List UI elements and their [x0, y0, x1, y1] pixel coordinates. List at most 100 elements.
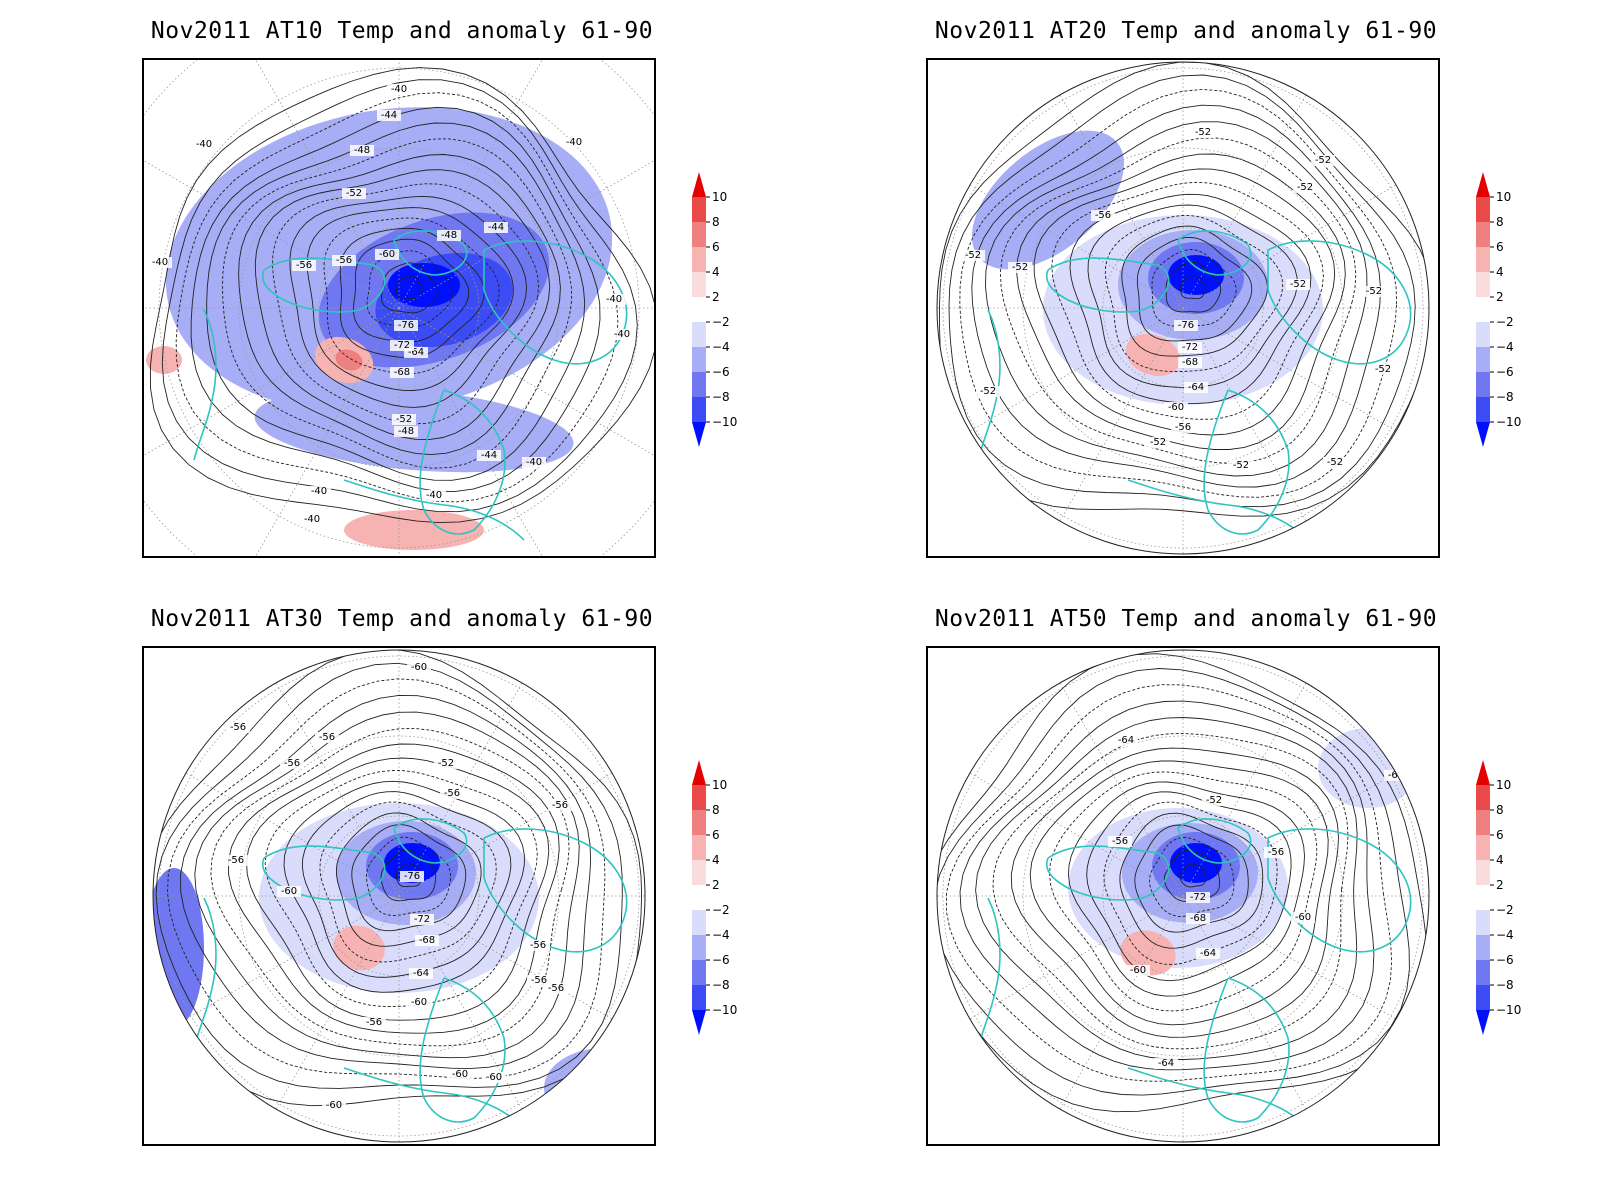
- colorbar-arrow-top: [692, 172, 706, 197]
- colorbar-label: 8: [1496, 803, 1504, 817]
- temperature-contour: [985, 121, 1368, 477]
- contour-label-bg: [392, 414, 416, 425]
- coastline: [1177, 818, 1252, 864]
- contour-label-bg: [407, 997, 431, 1008]
- contour-label-bg: [277, 886, 301, 897]
- contour-label: -64: [1158, 1058, 1174, 1069]
- meridian-line: [937, 895, 1184, 1067]
- colorbar-segment: [1476, 197, 1490, 222]
- contour-label: -56: [530, 940, 546, 951]
- temperature-contour: [335, 812, 482, 947]
- contour-label-bg: [148, 257, 172, 268]
- contour-label: -68: [394, 367, 410, 378]
- colorbar-arrow-top: [692, 760, 706, 785]
- contour-label-bg: [192, 139, 216, 150]
- contour-label-bg: [1108, 836, 1132, 847]
- meridian-line: [255, 307, 400, 556]
- temperature-contour: [1049, 771, 1318, 1012]
- anomaly-area: [146, 346, 182, 374]
- anomaly-area: [971, 130, 1125, 270]
- contour-label-bg: [961, 250, 985, 261]
- temperature-contour: [1016, 153, 1346, 450]
- anomaly-colorbar: 10 8 6 4 2 −2 −4 −6 −8 −10: [688, 760, 748, 1044]
- colorbar-label: 4: [1496, 265, 1504, 279]
- anomaly-area: [1125, 333, 1181, 377]
- temperature-contour: [395, 275, 423, 300]
- contour-label-bg: [409, 968, 433, 979]
- contour-label: -72: [394, 340, 410, 351]
- contour-label-bg: [1174, 320, 1198, 331]
- coastline: [419, 977, 506, 1123]
- coastline: [977, 897, 1001, 1049]
- temperature-contour: [380, 849, 437, 902]
- contour-label-bg: [400, 871, 424, 882]
- contour-label: -40: [614, 329, 630, 340]
- meridian-line: [398, 725, 645, 897]
- contour-label: -68: [1388, 770, 1404, 781]
- meridian-line: [398, 60, 543, 309]
- contour-label-bg: [1229, 460, 1253, 471]
- colorbar-label: −4: [712, 928, 730, 942]
- anomaly-area: [1318, 728, 1418, 808]
- map-frame: -40 -44 -48 -52 -56 -60 -64 -68 -72 -76 -40 -44 -40-…: [142, 58, 656, 558]
- contour-label: -76: [404, 871, 420, 882]
- contour-label-bg: [544, 983, 568, 994]
- temperature-contour: [1119, 812, 1264, 949]
- colorbar-label: −6: [712, 365, 730, 379]
- contour-label-bg: [300, 514, 324, 525]
- anomaly-area: [333, 925, 385, 971]
- contour-label: -52: [1150, 437, 1166, 448]
- colorbar-label: 4: [1496, 853, 1504, 867]
- colorbar-arrow-bottom: [1476, 1010, 1490, 1035]
- contour-label: -52: [1233, 460, 1249, 471]
- colorbar-arrow-bottom: [692, 422, 706, 447]
- temperature-contour: [155, 662, 623, 1089]
- temperature-contour: [149, 67, 654, 524]
- contour-label: -48: [441, 230, 457, 241]
- contour-label-bg: [332, 255, 356, 266]
- contour-label: -56: [1095, 210, 1111, 221]
- colorbar-label: −2: [712, 315, 730, 329]
- contour-label: -52: [396, 414, 412, 425]
- contour-label-bg: [322, 1100, 346, 1111]
- colorbar-label: −6: [1496, 365, 1514, 379]
- contour-label: -60: [452, 1069, 468, 1080]
- contour-label-bg: [522, 457, 546, 468]
- contour-label: -52: [1195, 127, 1211, 138]
- temperature-contour: [1134, 824, 1249, 933]
- contour-label-bg: [1186, 913, 1210, 924]
- map-boundary: [152, 649, 646, 1143]
- coastline: [483, 828, 628, 953]
- colorbar-segment: [692, 960, 706, 985]
- colorbar-label: 6: [712, 828, 720, 842]
- contour-label-bg: [390, 340, 414, 351]
- temperature-contour: [206, 122, 586, 481]
- temperature-contour: [190, 106, 601, 493]
- contour-label: -60: [411, 662, 427, 673]
- meridian-line: [398, 895, 645, 1067]
- meridian-line: [1012, 307, 1184, 554]
- coastline: [419, 389, 506, 535]
- temperature-contour: [180, 694, 592, 1070]
- colorbar-segment: [692, 810, 706, 835]
- colorbar-label: 10: [1496, 778, 1511, 792]
- temperature-contour: [246, 757, 550, 1021]
- contour-label-bg: [440, 788, 464, 799]
- colorbar-segment: [1476, 935, 1490, 960]
- colorbar-label: 10: [1496, 190, 1511, 204]
- colorbar-label: −8: [712, 390, 730, 404]
- coastline: [1177, 230, 1252, 276]
- colorbar-svg: 10 8 6 4 2 −2 −4 −6 −8 −10: [1476, 172, 1521, 447]
- contour-label: -40: [526, 457, 542, 468]
- temperature-contour: [959, 88, 1398, 498]
- contour-label-bg: [1293, 182, 1317, 193]
- coastline: [193, 309, 217, 461]
- temperature-contour: [1086, 791, 1292, 982]
- coastline: [193, 897, 217, 1049]
- colorbar-segment: [1476, 910, 1490, 935]
- temperature-contour: [975, 717, 1358, 1060]
- colorbar-arrow-bottom: [1476, 422, 1490, 447]
- meridian-line: [398, 650, 570, 897]
- meridian-line: [1012, 650, 1184, 897]
- colorbar-label: 10: [712, 778, 727, 792]
